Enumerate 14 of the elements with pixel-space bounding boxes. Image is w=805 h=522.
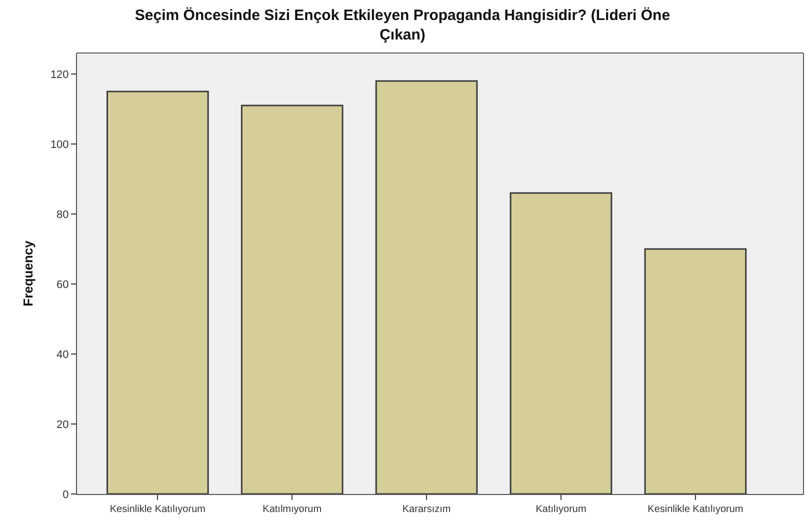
y-tick-label: 60 bbox=[56, 278, 69, 291]
x-tick-label: Kararsızım bbox=[402, 504, 451, 515]
x-tick-label: Kesinlikle Katılıyorum bbox=[110, 504, 206, 515]
y-tick-label: 20 bbox=[56, 418, 69, 431]
y-tick-label: 120 bbox=[50, 68, 69, 81]
x-tick-label: Kesinlikle Katılıyorum bbox=[648, 504, 744, 515]
chart-title: Seçim Öncesinde Sizi Ençok Etkileyen Propaganda Hangisidir? (Lideri Öne Çıkan) bbox=[134, 6, 670, 44]
y-tick-label: 0 bbox=[62, 488, 69, 501]
x-tick-label: Katılıyorum bbox=[536, 504, 586, 515]
y-axis-title: Frequency bbox=[20, 240, 36, 306]
y-tick-label: 80 bbox=[56, 208, 69, 221]
y-tick-label: 40 bbox=[56, 348, 69, 361]
y-tick-label: 100 bbox=[50, 138, 69, 151]
x-tick-label: Katılmıyorum bbox=[262, 504, 322, 515]
